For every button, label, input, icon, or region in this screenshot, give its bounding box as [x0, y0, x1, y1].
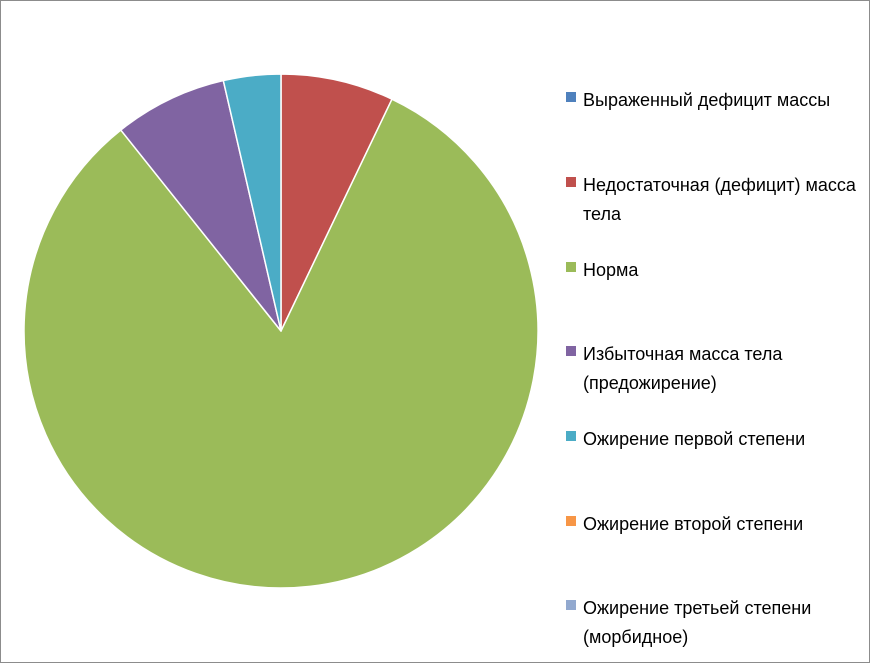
legend-label-6: Ожирение второй степени: [583, 514, 804, 534]
legend-label-4: Избыточная масса тела (предожирение): [583, 344, 783, 393]
legend-swatch-1: [566, 92, 576, 102]
pie-chart: [23, 73, 539, 589]
legend-swatch-4: [566, 346, 576, 356]
legend-swatch-6: [566, 516, 576, 526]
legend-label-7: Ожирение третьей степени (морбидное): [583, 598, 812, 647]
pie-slice-5: [222, 73, 282, 332]
pie-slice-2: [280, 73, 393, 332]
legend-label-5: Ожирение первой степени: [583, 429, 806, 449]
legend-swatch-3: [566, 262, 576, 272]
legend-swatch-5: [566, 431, 576, 441]
legend-swatch-2: [566, 177, 576, 187]
legend-label-3: Норма: [583, 260, 639, 280]
pie-slice-3: [23, 98, 539, 589]
legend: Выраженный дефицит массы Недостаточная (д…: [566, 0, 866, 663]
pie-slice-4: [120, 79, 282, 332]
legend-swatch-7: [566, 600, 576, 610]
legend-label-2: Недостаточная (дефицит) масса тела: [583, 175, 856, 224]
legend-label-1: Выраженный дефицит массы: [583, 90, 831, 110]
